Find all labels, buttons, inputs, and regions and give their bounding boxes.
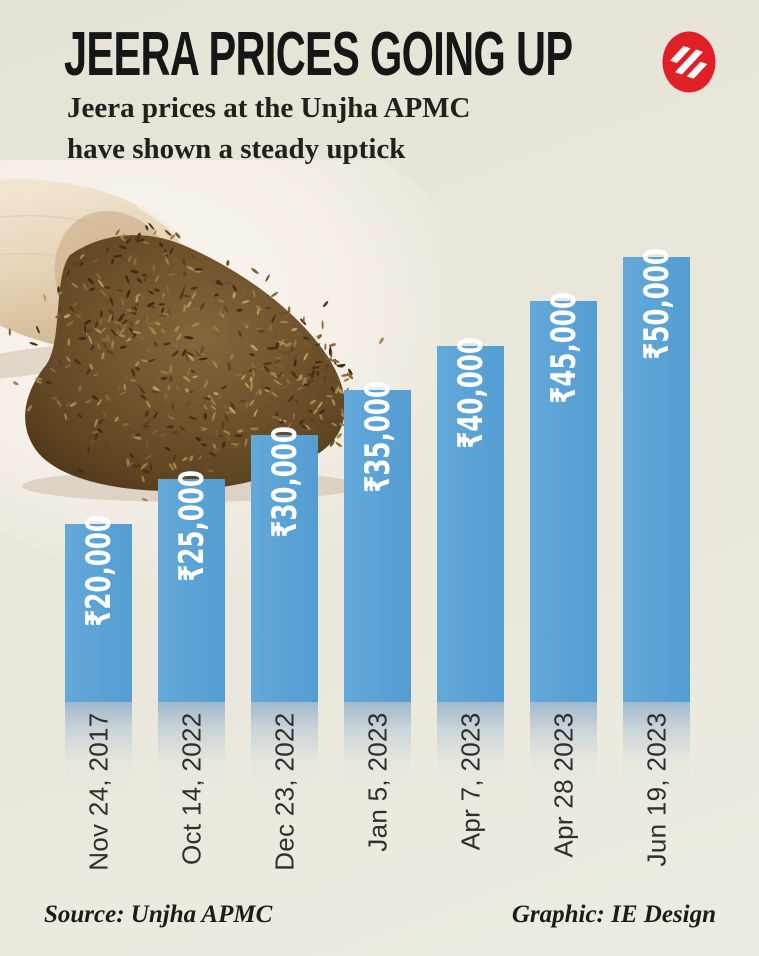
bar-value-label: ₹40,000 bbox=[451, 337, 491, 492]
x-axis-label: Jan 5, 2023 bbox=[362, 712, 393, 852]
x-axis-label: Apr 28 2023 bbox=[548, 712, 579, 858]
bar-value-label: ₹20,000 bbox=[79, 515, 119, 670]
bar bbox=[623, 257, 690, 702]
bar-reflection bbox=[65, 702, 132, 794]
x-axis-label: Apr 7, 2023 bbox=[455, 712, 486, 851]
bar-value-text: ₹30,000 bbox=[264, 426, 305, 538]
bar-reflection bbox=[437, 702, 504, 794]
bar-reflection bbox=[344, 702, 411, 794]
x-axis-label: Nov 24, 2017 bbox=[83, 712, 114, 871]
bar bbox=[65, 524, 132, 702]
x-axis-label: Dec 23, 2022 bbox=[269, 712, 300, 871]
bar-value-text: ₹20,000 bbox=[78, 515, 119, 627]
page-subtitle: Jeera prices at the Unjha APMC have show… bbox=[67, 88, 471, 170]
bar-reflection bbox=[623, 702, 690, 794]
bar-value-label: ₹25,000 bbox=[172, 470, 212, 625]
x-axis-label: Jun 19, 2023 bbox=[641, 712, 672, 867]
bar-value-text: ₹40,000 bbox=[450, 337, 491, 449]
bar-value-label: ₹45,000 bbox=[544, 292, 584, 447]
logo-stripe bbox=[669, 46, 691, 63]
page-title: JEERA PRICES GOING UP bbox=[64, 20, 573, 89]
x-axis-label: Oct 14, 2022 bbox=[176, 712, 207, 865]
bar bbox=[251, 435, 318, 702]
logo-stripe bbox=[674, 49, 704, 75]
bar-value-text: ₹50,000 bbox=[636, 248, 677, 360]
bar bbox=[158, 479, 225, 702]
seed-texture bbox=[8, 222, 384, 507]
bar-value-text: ₹45,000 bbox=[543, 292, 584, 404]
source-credit: Source: Unjha APMC bbox=[44, 901, 273, 928]
bar-reflection bbox=[251, 702, 318, 794]
seed-pile bbox=[25, 235, 346, 491]
bar bbox=[530, 301, 597, 702]
bar bbox=[344, 390, 411, 702]
bar-reflection bbox=[158, 702, 225, 794]
subtitle-line-1: Jeera prices at the Unjha APMC bbox=[67, 92, 471, 124]
graphic-credit: Graphic: IE Design bbox=[511, 901, 716, 928]
indian-express-logo-icon bbox=[662, 31, 716, 93]
bar-reflection bbox=[530, 702, 597, 794]
bar-value-label: ₹35,000 bbox=[358, 381, 398, 536]
bar-value-text: ₹25,000 bbox=[171, 470, 212, 582]
bar bbox=[437, 346, 504, 702]
logo-stripe bbox=[686, 61, 708, 79]
bar-value-label: ₹50,000 bbox=[637, 248, 677, 403]
subtitle-line-2: have shown a steady uptick bbox=[67, 133, 406, 165]
bar-value-text: ₹35,000 bbox=[357, 381, 398, 493]
bar-value-label: ₹30,000 bbox=[265, 426, 305, 581]
